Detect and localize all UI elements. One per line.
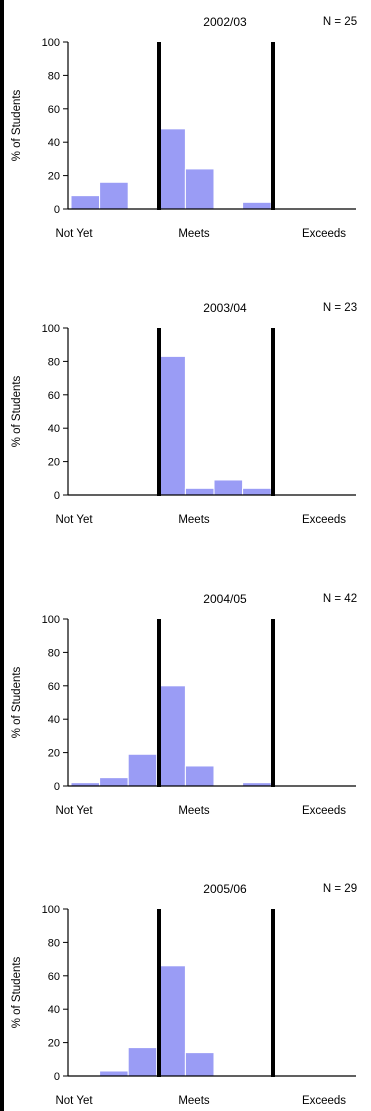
bar <box>156 355 186 496</box>
chart-title: 2005/06 <box>203 882 247 896</box>
bar <box>156 685 186 787</box>
chart-page: 0 20 40 60 80 100 % of Students 2002/03 N = 25 No… <box>4 0 371 1111</box>
bar <box>242 201 272 210</box>
histogram-panel-2002-03: 0 20 40 60 80 100 % of Students 2002/03 N = 25 No… <box>11 15 357 240</box>
meets-divider <box>157 42 161 210</box>
y-tick-label: 60 <box>48 681 60 693</box>
x-category-label: Exceeds <box>302 514 346 526</box>
x-category-label: Not Yet <box>55 805 93 817</box>
bar <box>127 1047 158 1077</box>
bar <box>99 1070 129 1077</box>
y-tick-label: 80 <box>48 647 60 659</box>
y-tick-label: 20 <box>48 1038 60 1050</box>
y-tick-label: 0 <box>54 490 60 502</box>
exceeds-divider <box>271 619 275 787</box>
sample-size-label: N = 29 <box>323 883 357 895</box>
histogram-panel-2005-06: 0 20 40 60 80 100 % of Students 2005/06 N = 29 No… <box>11 882 357 1107</box>
y-tick-label: 80 <box>48 937 60 949</box>
meets-divider <box>157 909 161 1077</box>
bar <box>213 479 244 496</box>
bar <box>156 128 186 210</box>
x-category-label: Meets <box>178 514 210 526</box>
x-category-label: Meets <box>178 228 210 240</box>
y-axis-label: % of Students <box>11 956 23 1028</box>
bar <box>242 487 272 496</box>
y-tick-label: 100 <box>42 37 60 49</box>
meets-divider <box>157 619 161 787</box>
y-tick-label: 60 <box>48 971 60 983</box>
bar <box>99 181 129 210</box>
meets-divider <box>157 328 161 496</box>
y-tick-label: 40 <box>48 137 60 149</box>
bar <box>156 965 186 1077</box>
y-tick-label: 20 <box>48 171 60 183</box>
y-tick-label: 20 <box>48 457 60 469</box>
bar <box>70 195 101 210</box>
y-tick-label: 80 <box>48 356 60 368</box>
y-tick-label: 100 <box>42 904 60 916</box>
x-category-label: Exceeds <box>302 1095 346 1107</box>
y-tick-label: 100 <box>42 614 60 626</box>
x-category-label: Meets <box>178 805 210 817</box>
chart-title: 2003/04 <box>203 301 247 315</box>
y-tick-label: 60 <box>48 104 60 116</box>
x-category-label: Exceeds <box>302 805 346 817</box>
y-tick-label: 20 <box>48 748 60 760</box>
exceeds-divider <box>271 42 275 210</box>
sample-size-label: N = 42 <box>323 593 357 605</box>
y-tick-label: 40 <box>48 714 60 726</box>
exceeds-divider <box>271 328 275 496</box>
bar <box>127 753 158 787</box>
chart-title: 2004/05 <box>203 592 247 606</box>
x-category-label: Not Yet <box>55 228 93 240</box>
chart-title: 2002/03 <box>203 15 247 29</box>
bar <box>184 487 215 496</box>
y-axis-label: % of Students <box>11 375 23 447</box>
y-tick-label: 0 <box>54 781 60 793</box>
bar <box>184 1052 215 1077</box>
y-tick-label: 100 <box>42 323 60 335</box>
bar <box>184 765 215 787</box>
bar <box>99 777 129 787</box>
histogram-panel-2003-04: 0 20 40 60 80 100 % of Students 2003/04 N = 23 No… <box>11 301 357 526</box>
y-axis-label: % of Students <box>11 666 23 738</box>
exceeds-divider <box>271 909 275 1077</box>
y-axis-label: % of Students <box>11 89 23 161</box>
sample-size-label: N = 25 <box>323 16 357 28</box>
x-category-label: Not Yet <box>55 1095 93 1107</box>
y-tick-label: 0 <box>54 204 60 216</box>
x-category-label: Meets <box>178 1095 210 1107</box>
x-category-label: Not Yet <box>55 514 93 526</box>
chart-panels: 0 20 40 60 80 100 % of Students 2002/03 N = 25 No… <box>11 15 357 1107</box>
y-tick-label: 40 <box>48 1004 60 1016</box>
histogram-panel-2004-05: 0 20 40 60 80 100 % of Students 2004/05 N = 42 No… <box>11 592 357 817</box>
y-tick-label: 0 <box>54 1071 60 1083</box>
bar <box>184 168 215 210</box>
y-tick-label: 60 <box>48 390 60 402</box>
x-category-label: Exceeds <box>302 228 346 240</box>
y-tick-label: 80 <box>48 70 60 82</box>
sample-size-label: N = 23 <box>323 302 357 314</box>
y-tick-label: 40 <box>48 423 60 435</box>
